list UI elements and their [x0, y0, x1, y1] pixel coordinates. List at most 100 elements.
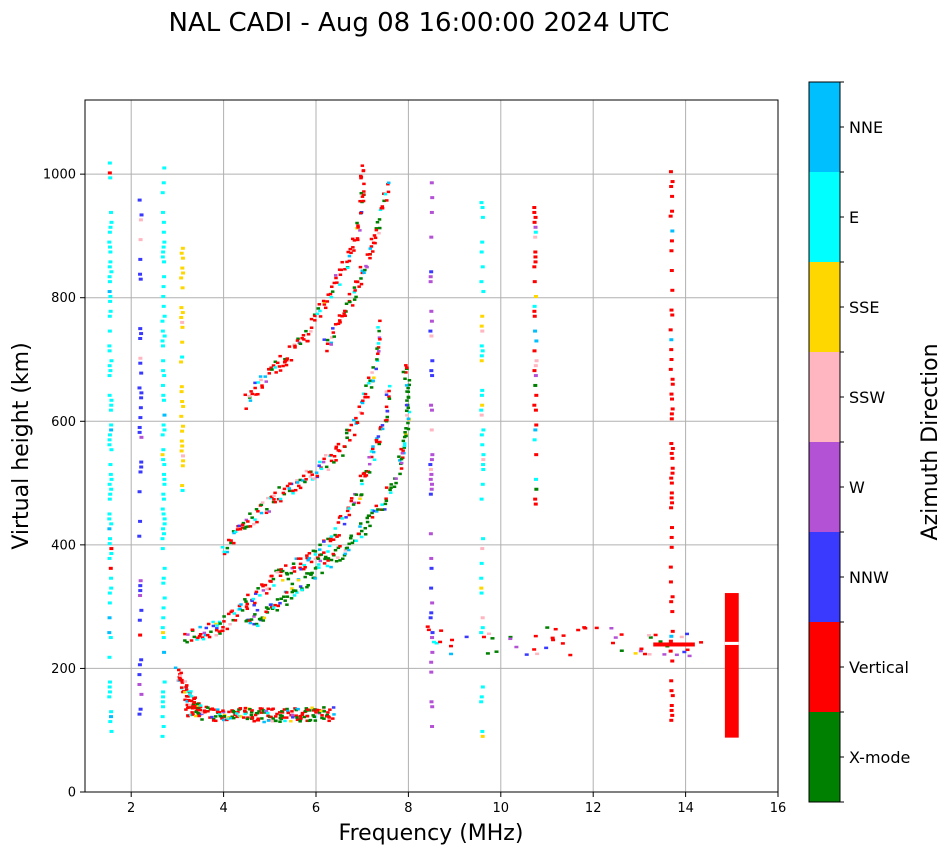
- echo-point: [215, 624, 219, 627]
- echo-point: [316, 307, 321, 310]
- echo-point: [179, 686, 184, 689]
- echo-point: [108, 176, 113, 180]
- colorbar-label: Vertical: [849, 658, 909, 677]
- echo-point: [363, 268, 367, 272]
- echo-point: [162, 522, 167, 526]
- echo-point: [217, 630, 222, 633]
- echo-point: [252, 615, 256, 618]
- x-tick-label: 12: [585, 801, 602, 816]
- echo-point: [334, 447, 338, 450]
- echo-point: [379, 425, 383, 429]
- echo-point: [264, 511, 269, 515]
- echo-point: [369, 245, 374, 248]
- echo-point: [331, 538, 336, 541]
- echo-point: [670, 288, 675, 292]
- echo-point: [670, 610, 675, 614]
- echo-point: [303, 480, 307, 484]
- echo-point: [260, 583, 264, 586]
- echo-point: [109, 487, 114, 491]
- echo-point: [376, 326, 380, 329]
- echo-point: [372, 234, 377, 237]
- echo-point: [137, 386, 142, 390]
- echo-point: [378, 440, 382, 444]
- echo-point: [349, 423, 354, 427]
- echo-point: [342, 554, 347, 557]
- echo-point: [161, 250, 166, 254]
- echo-point: [406, 395, 411, 399]
- echo-point: [256, 381, 260, 384]
- echo-point: [109, 522, 114, 526]
- echo-point: [401, 456, 405, 459]
- echo-point: [366, 514, 371, 517]
- echo-point: [670, 407, 675, 411]
- echo-point: [162, 166, 167, 170]
- echo-point: [160, 329, 165, 333]
- echo-point: [253, 592, 258, 595]
- echo-point: [222, 552, 227, 556]
- echo-point: [316, 557, 321, 561]
- echo-point: [295, 339, 300, 342]
- echo-point: [245, 717, 250, 721]
- echo-point: [668, 639, 673, 643]
- echo-point: [298, 562, 303, 566]
- echo-point: [253, 601, 257, 605]
- echo-point: [300, 713, 304, 717]
- echo-point: [532, 304, 537, 308]
- echo-point: [406, 427, 411, 431]
- echo-point: [210, 715, 214, 719]
- echo-point: [403, 431, 407, 434]
- echo-point: [269, 715, 273, 719]
- echo-point: [161, 304, 166, 308]
- echo-point: [287, 345, 292, 348]
- echo-point: [332, 454, 337, 458]
- echo-point: [322, 303, 327, 306]
- echo-point: [161, 492, 166, 496]
- echo-point: [198, 704, 203, 707]
- echo-point: [261, 589, 266, 592]
- echo-point: [246, 593, 250, 597]
- echo-point: [402, 446, 407, 449]
- echo-point: [268, 496, 273, 500]
- echo-point: [177, 675, 182, 679]
- echo-point: [479, 359, 484, 363]
- echo-point: [161, 705, 166, 709]
- echo-point: [430, 650, 435, 654]
- echo-point: [252, 719, 256, 723]
- echo-point: [188, 703, 192, 707]
- echo-point: [326, 711, 330, 714]
- echo-point: [300, 711, 305, 715]
- echo-point: [428, 329, 433, 333]
- echo-point: [368, 524, 372, 528]
- echo-point: [225, 718, 229, 722]
- echo-point: [253, 613, 257, 616]
- echo-point: [327, 719, 331, 723]
- echo-point: [405, 399, 409, 402]
- echo-point: [407, 378, 412, 382]
- echo-point: [303, 566, 307, 569]
- echo-point: [198, 632, 203, 636]
- echo-point: [403, 377, 407, 381]
- echo-point: [107, 512, 112, 516]
- echo-point: [184, 708, 188, 711]
- echo-point: [378, 427, 383, 430]
- echo-point: [242, 716, 246, 719]
- echo-point: [250, 709, 254, 712]
- echo-point: [285, 603, 289, 606]
- echo-point: [315, 474, 319, 478]
- echo-point: [648, 636, 653, 639]
- echo-point: [347, 259, 352, 263]
- echo-point: [426, 628, 431, 632]
- echo-point: [179, 360, 184, 364]
- echo-point: [429, 482, 434, 486]
- echo-point: [369, 450, 374, 453]
- echo-point: [449, 652, 454, 656]
- echo-point: [378, 319, 382, 323]
- echo-point: [313, 708, 317, 711]
- x-tick-label: 8: [404, 801, 412, 816]
- colorbar-segment-vertical: [809, 622, 840, 712]
- echo-point: [179, 390, 184, 394]
- echo-point: [352, 418, 356, 422]
- echo-point: [480, 349, 485, 353]
- echo-point: [368, 253, 372, 256]
- echo-point: [619, 649, 624, 652]
